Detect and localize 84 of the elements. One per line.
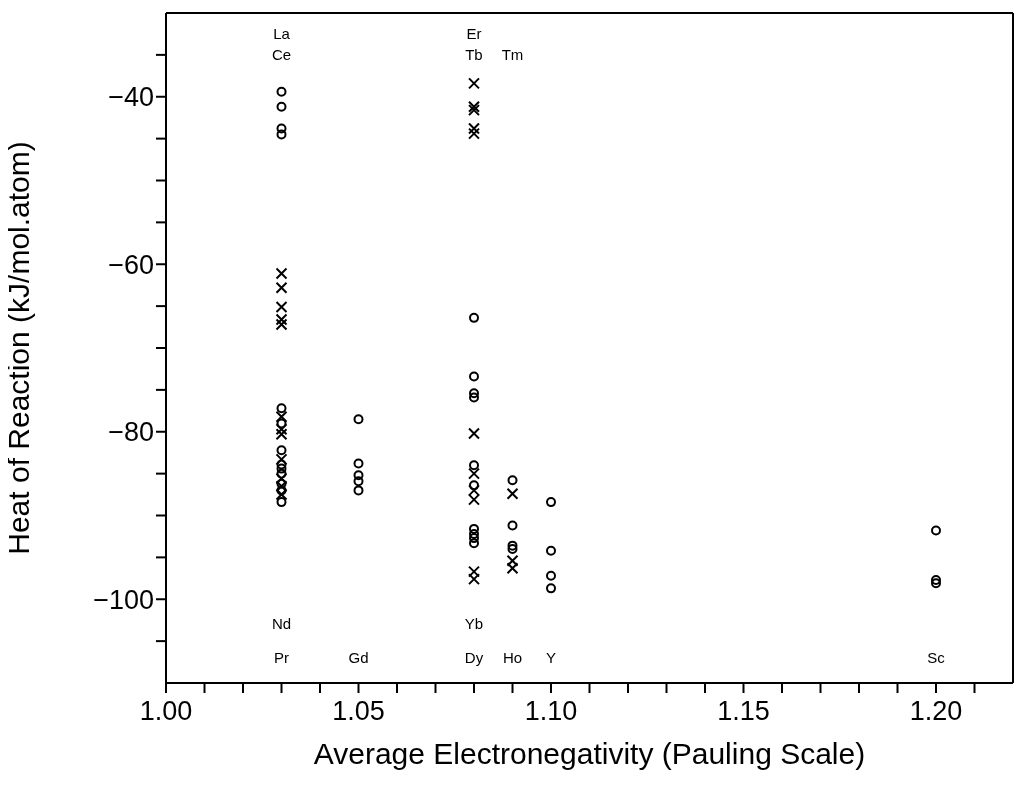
point <box>931 578 941 589</box>
annotation: Dy <box>464 648 484 666</box>
point <box>469 480 479 491</box>
point <box>468 127 480 140</box>
annotation: Tb <box>465 45 483 63</box>
point <box>546 497 556 508</box>
x-axis-title: Average Electronegativity (Pauling Scale) <box>313 737 866 770</box>
point <box>468 104 480 117</box>
point <box>276 86 287 97</box>
annotation: Nd <box>271 615 292 633</box>
point <box>468 565 480 578</box>
point <box>469 388 479 399</box>
point <box>507 475 518 486</box>
point <box>276 403 287 414</box>
point <box>353 458 364 469</box>
point <box>353 485 364 496</box>
annotation: La <box>273 24 290 42</box>
point <box>469 523 479 534</box>
point <box>275 281 288 294</box>
point <box>275 313 288 326</box>
point <box>275 423 288 436</box>
x-tick-label: 1.05 <box>332 696 385 727</box>
point <box>275 453 288 466</box>
point <box>276 101 287 112</box>
point <box>276 445 287 456</box>
annotation: Ce <box>271 45 292 63</box>
point <box>275 267 288 280</box>
point <box>469 460 479 471</box>
point <box>275 428 288 441</box>
annotation: Y <box>545 648 556 666</box>
x-tick-label: 1.10 <box>524 696 578 727</box>
point <box>353 476 364 487</box>
point <box>276 123 287 134</box>
point <box>276 129 287 140</box>
point <box>468 427 480 440</box>
point <box>546 570 556 581</box>
point <box>468 122 480 135</box>
annotation: Gd <box>348 648 369 666</box>
point <box>507 544 518 554</box>
point <box>931 525 941 536</box>
point <box>546 545 556 556</box>
point <box>275 300 288 313</box>
point <box>353 414 364 425</box>
point <box>469 538 479 549</box>
annotation: Sc <box>927 648 945 666</box>
point <box>507 520 518 531</box>
point <box>546 583 556 594</box>
point <box>507 540 518 551</box>
point <box>469 528 479 539</box>
point <box>276 463 287 474</box>
point <box>469 371 479 382</box>
point <box>276 418 287 429</box>
point <box>468 493 480 506</box>
point <box>468 77 480 90</box>
point <box>468 467 480 480</box>
point <box>275 318 288 331</box>
point <box>468 573 480 586</box>
point <box>276 497 287 508</box>
x-tick-label: 1.15 <box>717 696 770 727</box>
point <box>506 554 519 567</box>
x-tick-label: 1.20 <box>909 696 963 727</box>
point <box>506 487 519 500</box>
annotation: Yb <box>464 615 484 633</box>
point <box>506 562 519 575</box>
annotation: Er <box>466 24 482 42</box>
y-tick-label: −40 <box>108 82 154 113</box>
annotation: Pr <box>274 648 290 666</box>
point <box>469 312 479 323</box>
y-tick-label: −100 <box>93 584 154 615</box>
point <box>468 484 480 497</box>
point <box>275 410 288 423</box>
point <box>276 468 287 479</box>
annotation: Ho <box>502 648 523 666</box>
point <box>353 470 364 481</box>
annotation: Tm <box>501 45 524 63</box>
y-tick-label: −60 <box>108 249 154 280</box>
point <box>931 574 941 585</box>
x-tick-label: 1.00 <box>139 696 193 727</box>
point <box>276 459 287 470</box>
y-tick-label: −80 <box>108 417 154 448</box>
point <box>469 533 479 544</box>
point <box>468 100 480 113</box>
point <box>275 488 288 501</box>
point <box>469 392 479 403</box>
